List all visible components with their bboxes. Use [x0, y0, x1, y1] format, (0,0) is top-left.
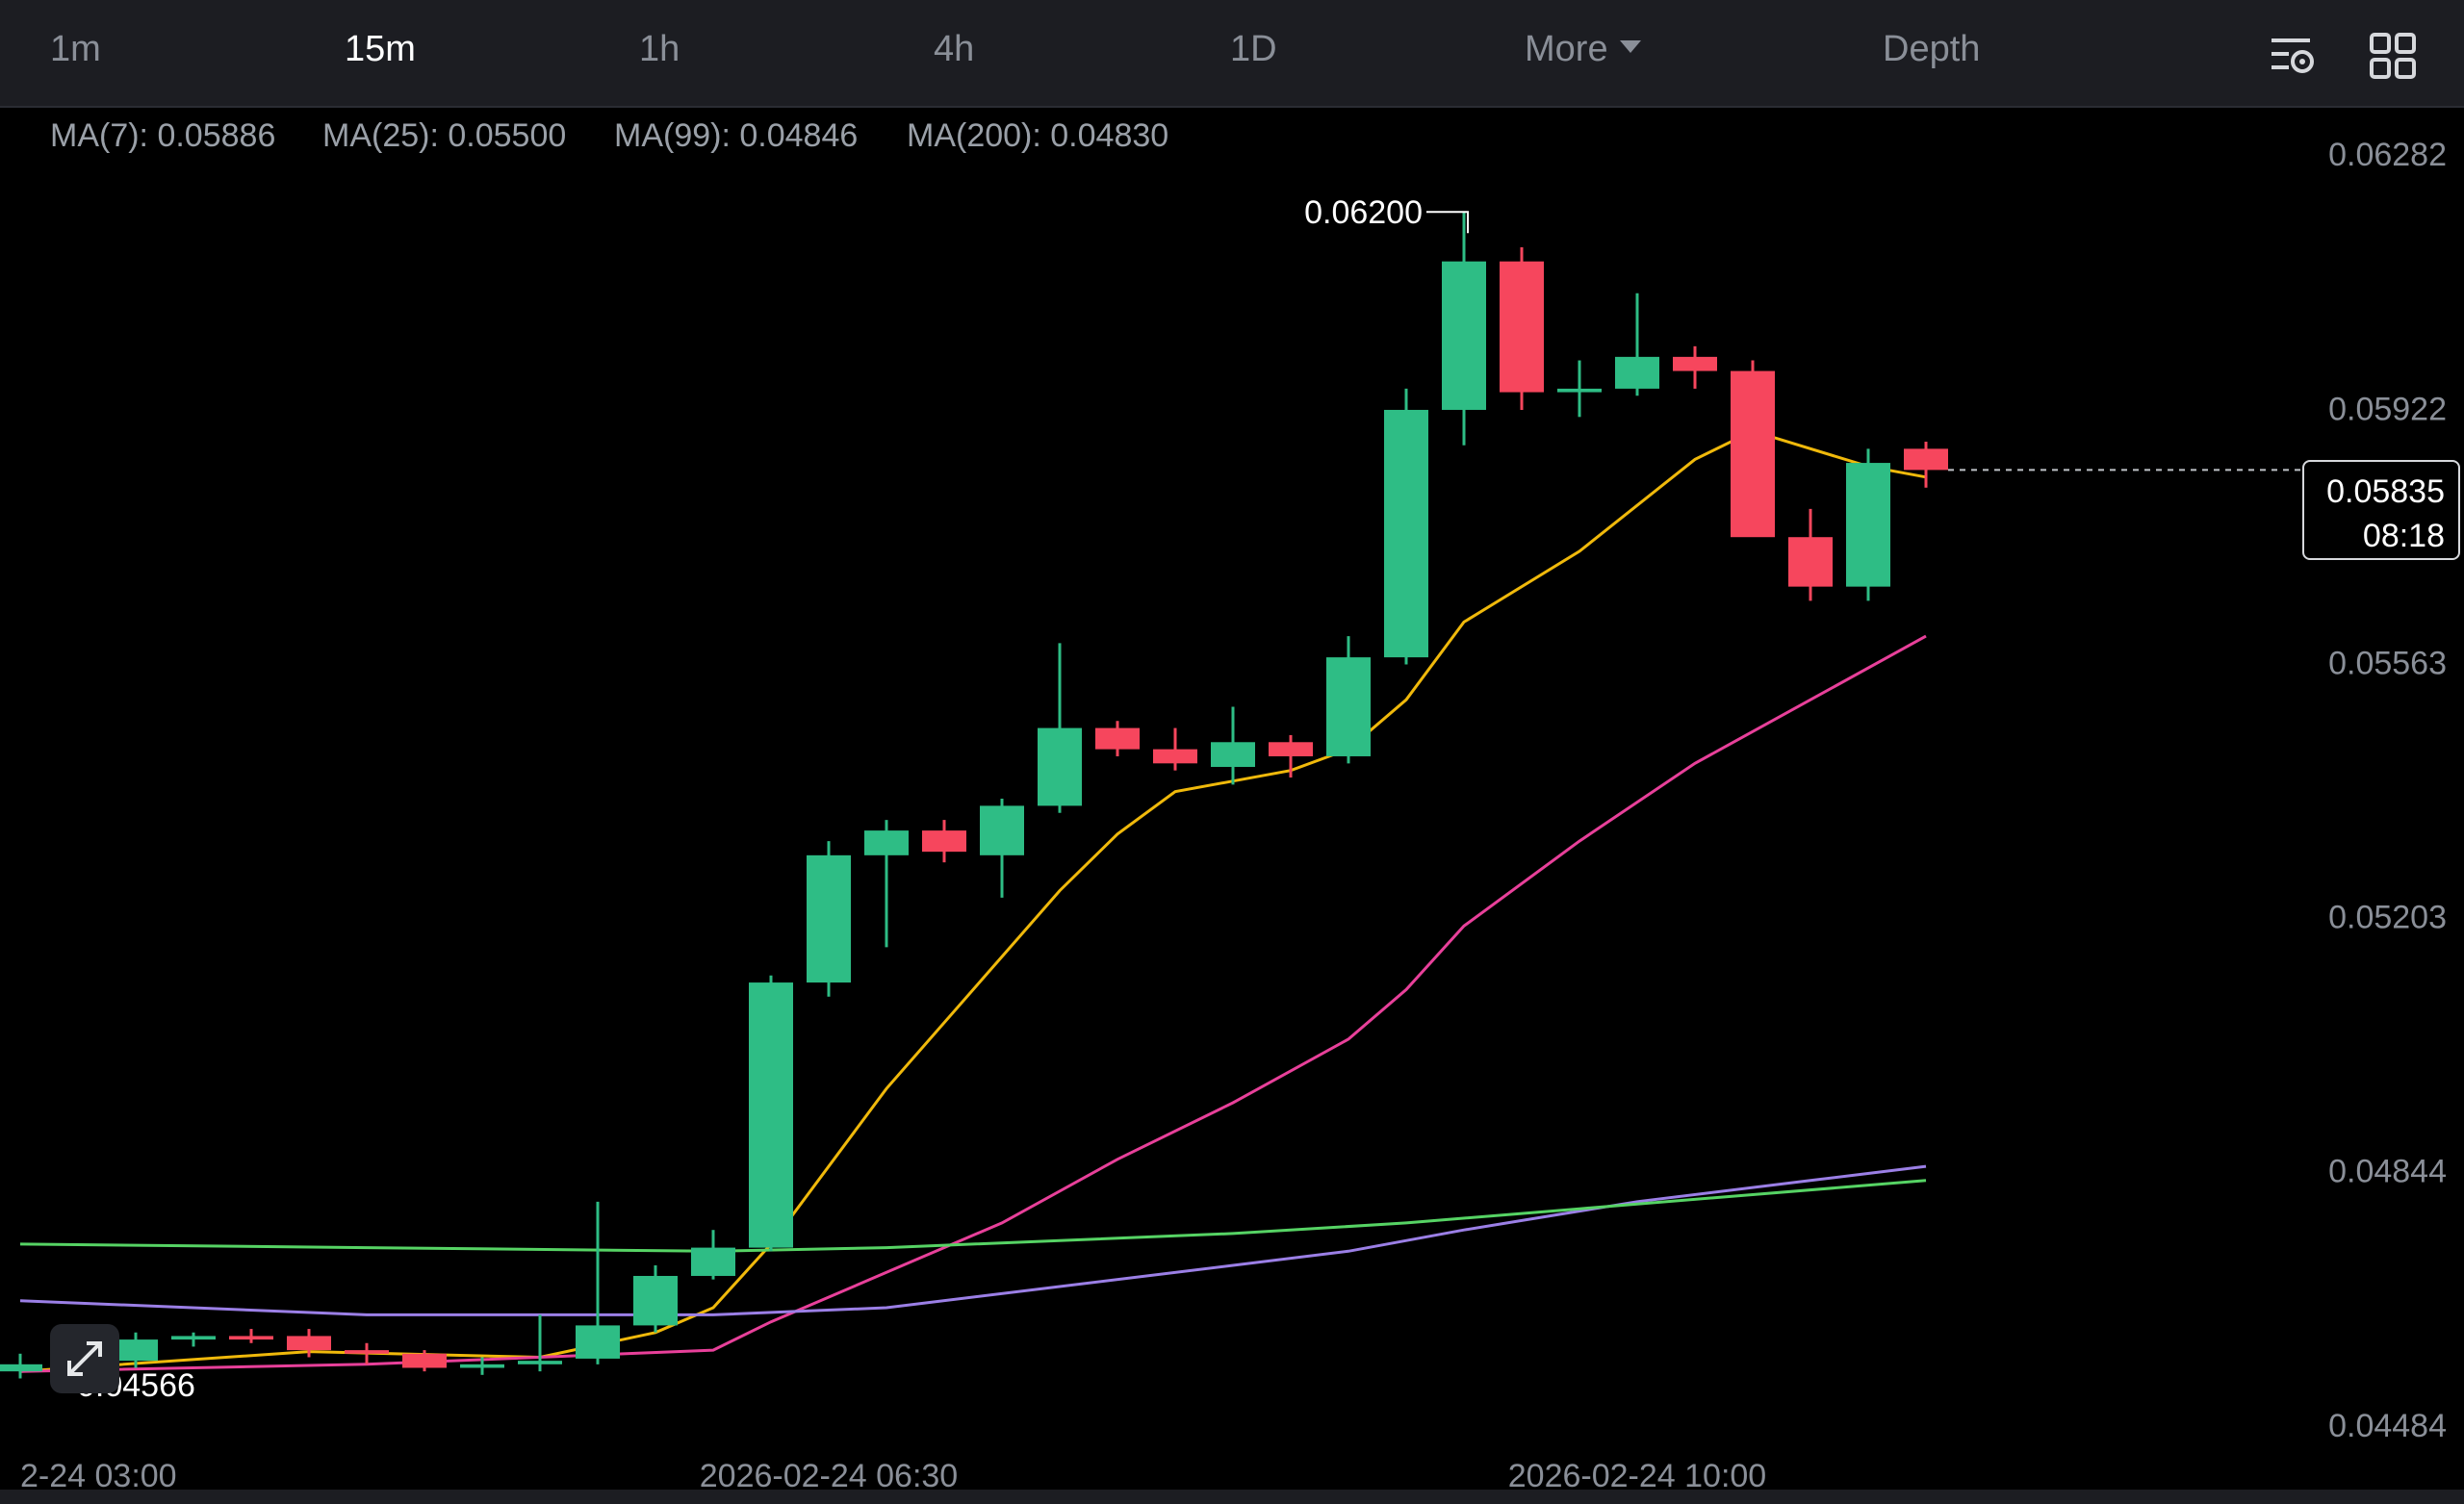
bottom-bar: [0, 1490, 2464, 1504]
candle-body: [1211, 742, 1255, 767]
candle-body: [922, 830, 966, 853]
tab-1m[interactable]: 1m: [50, 29, 101, 69]
candle-body: [1384, 409, 1428, 658]
ma-line-2: [19, 1164, 1927, 1316]
tab-more-label: More: [1525, 29, 1608, 69]
candle-body: [171, 1336, 216, 1340]
candle-countdown: 08:18: [2362, 518, 2445, 554]
candle-body: [1846, 463, 1890, 587]
y-tick-label: 0.06282: [2328, 137, 2447, 173]
timeframe-toolbar: 1m 15m 1h 4h 1D More Depth: [0, 0, 2464, 108]
candle-body: [1442, 261, 1486, 410]
y-tick-label: 0.05922: [2328, 391, 2447, 427]
candle-body: [864, 830, 909, 855]
candle-body: [518, 1361, 562, 1364]
high-price-marker: [1426, 211, 1469, 234]
ma-line-1: [19, 634, 1927, 1373]
x-tick-label: 2-24 03:00: [20, 1458, 177, 1490]
candle-body: [1731, 370, 1775, 538]
candle-body: [1615, 356, 1659, 389]
tab-more[interactable]: More: [1525, 29, 1641, 70]
moving-average-lines: [19, 429, 1927, 1373]
ma-line-0: [19, 429, 1927, 1373]
candle-body: [749, 982, 793, 1248]
indicator-settings-icon[interactable]: [2268, 31, 2318, 81]
candle-body: [1904, 448, 1948, 471]
candle-body: [1673, 356, 1717, 371]
y-tick-label: 0.05563: [2328, 645, 2447, 681]
y-tick-label: 0.05203: [2328, 900, 2447, 936]
candle-body: [1095, 727, 1140, 750]
candle-body: [460, 1364, 504, 1368]
y-tick-label: 0.04484: [2328, 1408, 2447, 1444]
candle-body: [345, 1350, 389, 1354]
candle-body: [229, 1336, 273, 1340]
ma99-label: MA(99): 0.04846: [614, 117, 859, 154]
candle-body: [576, 1325, 620, 1359]
current-price-value: 0.05835: [2326, 473, 2445, 510]
tab-15m[interactable]: 15m: [345, 29, 416, 69]
ma7-label: MA(7): 0.05886: [50, 117, 276, 154]
candle-body: [1788, 537, 1833, 587]
candle-body: [1500, 261, 1544, 393]
candle-body: [691, 1247, 735, 1276]
candle-body: [0, 1364, 42, 1372]
candle-body: [1326, 657, 1371, 756]
candle-body: [114, 1339, 158, 1362]
candle-body: [1038, 727, 1082, 806]
candle-body: [633, 1275, 678, 1326]
expand-icon: [67, 1341, 102, 1376]
time-axis: 2-24 03:00 2026-02-24 06:30 2026-02-24 10:…: [20, 1458, 1766, 1490]
grid-layout-icon[interactable]: [2368, 31, 2418, 81]
high-price-label: 0.06200: [1304, 194, 1423, 231]
tab-1h[interactable]: 1h: [639, 29, 680, 69]
candle-body: [402, 1353, 447, 1368]
candle-body: [980, 805, 1024, 855]
candle-body: [1153, 749, 1197, 764]
y-tick-label: 0.04844: [2328, 1154, 2447, 1190]
x-tick-label: 2026-02-24 06:30: [700, 1458, 958, 1490]
ma25-label: MA(25): 0.05500: [322, 117, 567, 154]
price-axis: 0.06282 0.05922 0.05563 0.05203 0.04844 0.044…: [2328, 137, 2447, 1444]
current-price-tag: 0.05835 08:18: [2302, 460, 2460, 560]
tab-4h[interactable]: 4h: [934, 29, 975, 69]
candle-body: [807, 854, 851, 983]
caret-down-icon: [1619, 40, 1641, 54]
ma200-label: MA(200): 0.04830: [907, 117, 1169, 154]
candle-body: [287, 1336, 331, 1351]
tab-1d[interactable]: 1D: [1230, 29, 1277, 69]
fullscreen-button[interactable]: [50, 1324, 119, 1393]
candle-body: [1557, 388, 1602, 393]
ma-line-3: [19, 1179, 1927, 1253]
candlestick-chart[interactable]: 0.06282 0.05922 0.05563 0.05203 0.04844 0.044…: [0, 106, 2464, 1490]
candle-body: [1269, 742, 1313, 756]
tab-depth[interactable]: Depth: [1883, 29, 1981, 69]
candles: [0, 212, 1948, 1379]
x-tick-label: 2026-02-24 10:00: [1508, 1458, 1766, 1490]
